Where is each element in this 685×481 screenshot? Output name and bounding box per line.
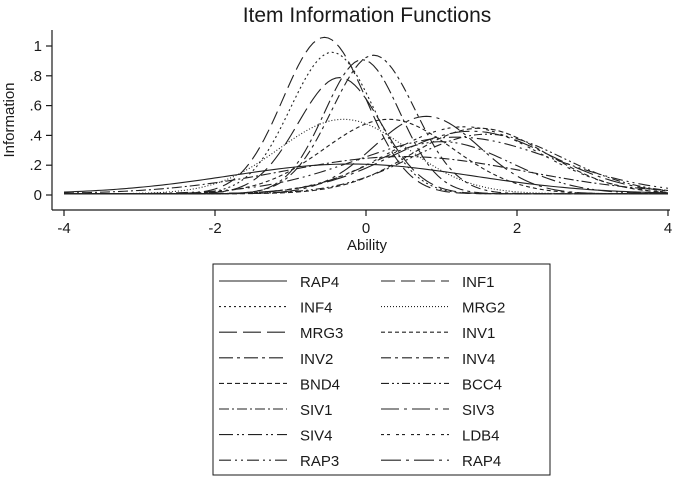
y-axis-title: Information <box>1 82 18 157</box>
legend-label: INF4 <box>300 300 333 317</box>
y-tick-label: .2 <box>29 157 42 174</box>
legend-label: SIV4 <box>300 428 333 445</box>
legend-label: BCC4 <box>462 376 502 393</box>
legend-label: INV1 <box>462 325 495 342</box>
legend-label: RAP4 <box>462 453 501 470</box>
axes: 0 .2 .4 .6 .8 1 -4 -2 0 2 4 <box>29 30 672 237</box>
chart-title: Item Information Functions <box>243 4 492 27</box>
legend-label: SIV3 <box>462 402 495 419</box>
y-tick-label: 0 <box>34 187 42 204</box>
curves <box>63 36 669 195</box>
series-line-inf4-2 <box>64 51 668 195</box>
series-line-rap4-15 <box>64 130 669 195</box>
series-line-bnd4-8 <box>64 127 669 195</box>
legend-label: MRG3 <box>300 325 343 342</box>
x-axis-title: Ability <box>347 237 388 254</box>
legend-label: BND4 <box>300 376 340 393</box>
legend-label: MRG2 <box>462 300 505 317</box>
series-line-rap4-0 <box>63 163 669 194</box>
y-tick-label: .4 <box>29 127 42 144</box>
legend-label: RAP4 <box>300 274 339 291</box>
series-line-mrg3-4 <box>64 77 668 195</box>
y-tick-label: .8 <box>29 68 42 85</box>
series-line-inv4-7 <box>64 54 668 195</box>
legend-label: INV4 <box>462 351 495 368</box>
series-line-inv2-6 <box>64 59 668 195</box>
x-tick-label: -2 <box>208 220 221 237</box>
legend-label: SIV1 <box>300 402 333 419</box>
x-tick-label: -4 <box>57 220 70 237</box>
x-tick-label: 4 <box>664 220 672 237</box>
legend-label: INF1 <box>462 274 495 291</box>
series-line-mrg2-3 <box>64 118 668 195</box>
legend-label: LDB4 <box>462 428 500 445</box>
x-tick-label: 0 <box>362 220 370 237</box>
series-line-inv1-5 <box>64 118 668 195</box>
series-line-siv1-10 <box>63 156 669 194</box>
legend-label: RAP3 <box>300 453 339 470</box>
y-tick-label: 1 <box>34 38 42 55</box>
legend-label: INV2 <box>300 351 333 368</box>
y-tick-label: .6 <box>29 98 42 115</box>
series-line-ldb4-13 <box>64 126 669 195</box>
legend: RAP4 INF1 INF4 MRG2 MRG3 INV1 INV2 INV4 BND4 BCC4… <box>219 274 505 470</box>
legend-box <box>212 263 551 476</box>
x-tick-label: 2 <box>513 220 521 237</box>
series-line-siv3-11 <box>64 115 669 195</box>
